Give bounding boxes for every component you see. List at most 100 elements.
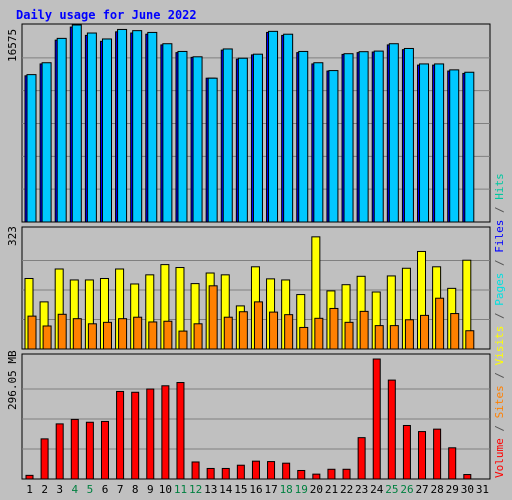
- x-tick-label: 3: [56, 483, 63, 496]
- legend-item-files: Files: [493, 219, 506, 253]
- bar-volume: [146, 388, 155, 480]
- bar-hits: [268, 30, 279, 223]
- bar-hits: [207, 77, 218, 223]
- chart-title: Daily usage for June 2022: [16, 8, 197, 22]
- x-tick-label: 25: [385, 483, 398, 496]
- bar-volume: [387, 379, 396, 480]
- bar-volume: [357, 437, 366, 480]
- bar-volume: [116, 390, 125, 480]
- bar-sites: [329, 307, 339, 350]
- bar-sites: [435, 297, 445, 350]
- bar-sites: [299, 326, 309, 350]
- bar-volume: [40, 438, 49, 480]
- legend-item-volume: Volume: [493, 438, 506, 478]
- bar-hits: [343, 53, 354, 223]
- bar-hits: [358, 51, 369, 223]
- x-tick-label: 4: [72, 483, 79, 496]
- bar-sites: [87, 323, 97, 350]
- bar-hits: [147, 31, 158, 223]
- x-tick-label: 23: [355, 483, 368, 496]
- bar-hits: [373, 50, 384, 223]
- x-tick-label: 31: [476, 483, 489, 496]
- bar-volume: [342, 468, 351, 480]
- chart-legend: Volume / Sites / Visits / Pages / Files …: [493, 173, 506, 478]
- bar-hits: [328, 70, 339, 223]
- bar-volume: [221, 467, 230, 480]
- bar-hits: [449, 69, 460, 223]
- bar-hits: [419, 63, 430, 223]
- bar-hits: [192, 56, 203, 223]
- bar-sites: [72, 318, 82, 350]
- x-tick-label: 2: [41, 483, 48, 496]
- legend-separator: /: [493, 365, 506, 386]
- bar-hits: [283, 33, 294, 223]
- x-tick-label: 13: [204, 483, 217, 496]
- bar-volume: [282, 462, 291, 480]
- bar-hits: [222, 48, 233, 223]
- bar-sites: [253, 301, 263, 350]
- bar-hits: [56, 37, 67, 223]
- bar-sites: [27, 315, 37, 350]
- bar-hits: [313, 62, 324, 223]
- bar-sites: [208, 285, 218, 350]
- x-tick-label: 30: [461, 483, 474, 496]
- bar-volume: [267, 461, 276, 480]
- x-tick-label: 6: [102, 483, 109, 496]
- bar-sites: [389, 325, 399, 350]
- bar-hits: [464, 71, 475, 223]
- bar-volume: [161, 385, 170, 480]
- bar-hits: [132, 30, 143, 223]
- x-tick-label: 8: [132, 483, 139, 496]
- x-tick-label: 18: [280, 483, 293, 496]
- bar-volume: [433, 428, 442, 480]
- x-tick-label: 21: [325, 483, 338, 496]
- bar-sites: [163, 320, 173, 350]
- bar-volume: [206, 467, 215, 480]
- bar-volume: [55, 423, 64, 480]
- x-tick-label: 20: [310, 483, 323, 496]
- bar-sites: [102, 321, 112, 350]
- bar-hits: [252, 53, 263, 223]
- bar-volume: [85, 421, 94, 480]
- x-tick-label: 10: [159, 483, 172, 496]
- bar-sites: [148, 321, 158, 350]
- bar-sites: [344, 321, 354, 350]
- x-tick-label: 1: [26, 483, 33, 496]
- legend-separator: /: [493, 199, 506, 220]
- bar-hits: [403, 47, 414, 223]
- x-tick-label: 22: [340, 483, 353, 496]
- bar-volume: [372, 358, 381, 480]
- bar-sites: [450, 313, 460, 350]
- legend-separator: /: [493, 305, 506, 326]
- bar-hits: [26, 74, 37, 223]
- bar-sites: [178, 330, 188, 350]
- bar-sites: [223, 316, 233, 350]
- bar-hits: [298, 50, 309, 223]
- panel-frame-2: [21, 353, 491, 480]
- bar-hits: [177, 50, 188, 223]
- x-tick-label: 27: [415, 483, 428, 496]
- bar-volume: [297, 469, 306, 480]
- bar-hits: [41, 62, 52, 223]
- legend-separator: /: [493, 252, 506, 273]
- x-tick-label: 16: [249, 483, 262, 496]
- bar-sites: [359, 310, 369, 350]
- x-tick-label: 15: [234, 483, 247, 496]
- x-tick-label: 19: [295, 483, 308, 496]
- bar-hits: [434, 63, 445, 223]
- x-tick-label: 14: [219, 483, 233, 496]
- legend-item-hits: Hits: [493, 173, 506, 200]
- bar-sites: [420, 314, 430, 350]
- x-tick-label: 26: [400, 483, 413, 496]
- bar-sites: [374, 325, 384, 350]
- bar-hits: [71, 24, 82, 223]
- bar-volume: [131, 391, 140, 480]
- bar-volume: [191, 461, 200, 480]
- bar-sites: [404, 319, 414, 350]
- bar-volume: [25, 474, 34, 480]
- bar-sites: [269, 311, 279, 350]
- bar-volume: [251, 460, 260, 480]
- bar-volume: [418, 431, 427, 480]
